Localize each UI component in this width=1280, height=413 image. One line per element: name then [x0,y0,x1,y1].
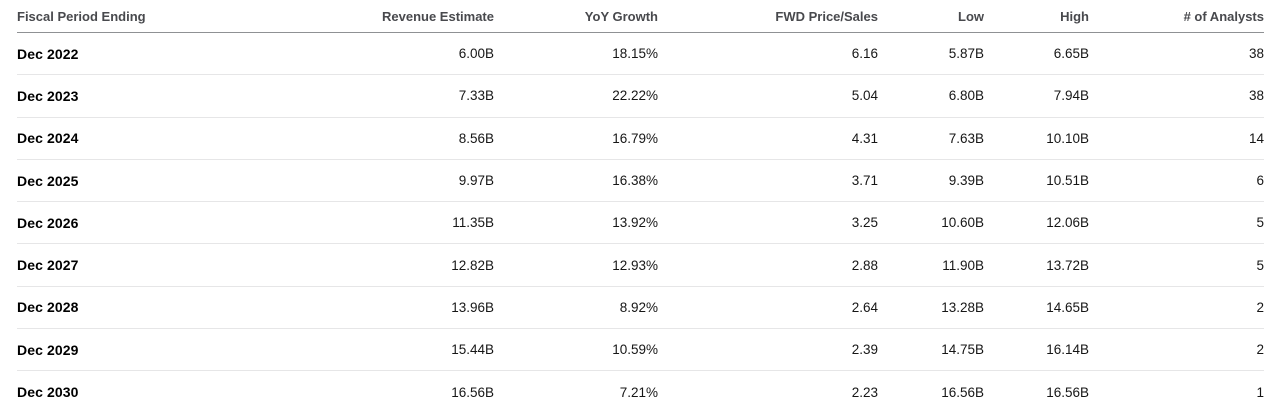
cell-low: 16.56B [941,384,984,400]
cell-revenue-estimate: 6.00B [257,32,494,76]
cell-fwd-price-sales: 2.23 [851,384,878,400]
cell-yoy-growth: 22.22% [494,74,658,118]
col-header-revenue-estimate: Revenue Estimate [257,0,494,33]
cell-yoy-growth: 10.59% [494,328,658,372]
table-body: Dec 2022 6.00B 18.15% 6.16 5.87B 6.65B 3… [17,32,1264,413]
table-row-dec-2022: Dec 2022 6.00B 18.15% 6.16 5.87B 6.65B 3… [17,32,1264,76]
table-row-dec-2028: Dec 2028 13.96B 8.92% 2.64 13.28B 14.65B… [17,286,1264,330]
cell-fiscal-period: Dec 2028 [17,286,257,330]
cell-yoy-growth: 7.21% [619,384,658,400]
cell-num-analysts: 5 [1089,243,1264,287]
cell-fwd-price-sales: 6.16 [658,32,878,76]
cell-high: 10.10B [984,117,1089,160]
cell-yoy-growth: 16.38% [494,159,658,203]
col-header-num-analysts: # of Analysts [1089,0,1264,33]
cell-high: 13.72B [984,243,1089,287]
cell-fiscal-period: Dec 2024 [17,117,257,160]
cell-high: 7.94B [984,74,1089,118]
cell-high: 16.14B [984,328,1089,372]
cell-low: 9.39B [878,159,984,203]
cell-revenue-estimate: 8.56B [257,117,494,160]
cell-fwd-price-sales: 3.25 [658,201,878,245]
cell-fwd-price-sales: 5.04 [658,74,878,118]
col-header-low: Low [878,0,984,33]
cell-num-analysts: 6 [1089,159,1264,203]
cell-fiscal-period: Dec 2023 [17,74,257,118]
cell-num-analysts: 5 [1089,201,1264,245]
cell-high: 10.51B [984,159,1089,203]
cell-low: 5.87B [878,32,984,76]
cell-high: 6.65B [984,32,1089,76]
cell-low: 6.80B [878,74,984,118]
cell-fiscal-period: Dec 2026 [17,201,257,245]
cell-fiscal-period: Dec 2027 [17,243,257,287]
cell-yoy-growth: 18.15% [494,32,658,76]
cell-fwd-price-sales: 2.64 [658,286,878,330]
cell-num-analysts: 38 [1089,74,1264,118]
revenue-estimates-table: Fiscal Period Ending Revenue Estimate Yo… [17,0,1264,413]
col-header-high: High [984,0,1089,33]
table-row-dec-2030: Dec 2030 16.56B 7.21% 2.23 16.56B 16.56B… [17,371,1264,413]
cell-revenue-estimate: 11.35B [257,201,494,245]
cell-revenue-estimate: 12.82B [257,243,494,287]
cell-high: 14.65B [984,286,1089,330]
cell-low: 14.75B [878,328,984,372]
cell-low: 10.60B [878,201,984,245]
cell-fiscal-period: Dec 2025 [17,159,257,203]
cell-revenue-estimate: 15.44B [257,328,494,372]
cell-yoy-growth: 8.92% [494,286,658,330]
cell-num-analysts: 14 [1089,117,1264,160]
cell-num-analysts: 38 [1089,32,1264,76]
table-row-dec-2029: Dec 2029 15.44B 10.59% 2.39 14.75B 16.14… [17,328,1264,372]
table-row-dec-2025: Dec 2025 9.97B 16.38% 3.71 9.39B 10.51B … [17,159,1264,203]
table-row-dec-2024: Dec 2024 8.56B 16.79% 4.31 7.63B 10.10B … [17,117,1264,160]
cell-fwd-price-sales: 3.71 [658,159,878,203]
cell-fiscal-period: Dec 2022 [17,32,257,76]
cell-fwd-price-sales: 2.88 [658,243,878,287]
cell-num-analysts: 2 [1089,286,1264,330]
cell-low: 11.90B [878,243,984,287]
cell-revenue-estimate: 16.56B [451,384,494,400]
cell-num-analysts: 2 [1089,328,1264,372]
table-row-dec-2023: Dec 2023 7.33B 22.22% 5.04 6.80B 7.94B 3… [17,74,1264,118]
cell-low: 7.63B [878,117,984,160]
cell-revenue-estimate: 9.97B [257,159,494,203]
col-header-fwd-price-sales: FWD Price/Sales [658,0,878,33]
table-row-dec-2027: Dec 2027 12.82B 12.93% 2.88 11.90B 13.72… [17,243,1264,287]
cell-high: 12.06B [984,201,1089,245]
cell-low: 13.28B [878,286,984,330]
col-header-fiscal-period-ending: Fiscal Period Ending [17,0,257,33]
cell-yoy-growth: 12.93% [494,243,658,287]
table-row-dec-2026: Dec 2026 11.35B 13.92% 3.25 10.60B 12.06… [17,201,1264,245]
cell-revenue-estimate: 13.96B [257,286,494,330]
cell-revenue-estimate: 7.33B [257,74,494,118]
cell-yoy-growth: 16.79% [494,117,658,160]
cell-num-analysts: 1 [1256,384,1264,400]
cell-fwd-price-sales: 4.31 [658,117,878,160]
cell-fwd-price-sales: 2.39 [658,328,878,372]
cell-fiscal-period: Dec 2029 [17,328,257,372]
table-header-row: Fiscal Period Ending Revenue Estimate Yo… [17,0,1264,33]
cell-yoy-growth: 13.92% [494,201,658,245]
cell-fiscal-period: Dec 2030 [17,384,79,401]
col-header-yoy-growth: YoY Growth [494,0,658,33]
cell-high: 16.56B [1046,384,1089,400]
